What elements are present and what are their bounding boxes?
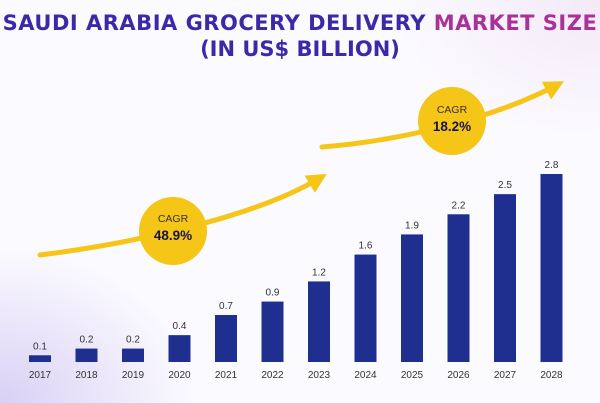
- value-label-2025: 1.9: [405, 220, 419, 231]
- value-label-2019: 0.2: [126, 335, 140, 346]
- chart-subtitle: (IN US$ BILLION): [200, 37, 400, 61]
- value-label-2017: 0.1: [33, 341, 47, 352]
- bar-2018: [75, 348, 98, 362]
- bar-2024: [354, 254, 377, 362]
- bar-2017: [29, 355, 51, 362]
- x-tick-2022: 2022: [261, 370, 284, 381]
- x-tick-2023: 2023: [308, 370, 331, 381]
- x-tick-2017: 2017: [29, 370, 52, 381]
- bar-2026: [447, 214, 470, 362]
- x-tick-2028: 2028: [540, 370, 563, 381]
- cagr-badge-1-value: 48.9%: [154, 228, 192, 243]
- x-tick-2018: 2018: [75, 370, 98, 381]
- value-label-2021: 0.7: [219, 301, 233, 312]
- bar-2019: [122, 348, 144, 362]
- bar-2025: [401, 234, 423, 362]
- value-label-2027: 2.5: [498, 180, 512, 191]
- bar-2023: [308, 281, 330, 362]
- cagr-badge-2: CAGR 18.2%: [418, 87, 486, 155]
- cagr-badge-1: CAGR 48.9%: [139, 197, 207, 265]
- value-label-2022: 0.9: [266, 288, 280, 299]
- x-tick-2025: 2025: [401, 370, 424, 381]
- x-tick-2027: 2027: [494, 370, 517, 381]
- cagr-badge-2-circle: [418, 87, 486, 155]
- x-tick-2020: 2020: [168, 370, 191, 381]
- chart-title-main: SAUDI ARABIA GROCERY DELIVERY: [2, 11, 434, 35]
- cagr-badge-1-label: CAGR: [158, 213, 189, 225]
- x-tick-2021: 2021: [215, 370, 238, 381]
- bar-2027: [494, 194, 516, 362]
- chart-title-accent: MARKET SIZE: [433, 11, 598, 35]
- bar-2028: [540, 174, 563, 362]
- cagr-badge-2-label: CAGR: [437, 104, 468, 116]
- value-label-2028: 2.8: [545, 160, 559, 171]
- value-label-2020: 0.4: [173, 321, 187, 332]
- value-labels-group: 0.1 0.2 0.2 0.4 0.7 0.9 1.2 1.6 1.9 2.2 2.5 2.8: [33, 160, 559, 352]
- bar-2021: [215, 315, 237, 362]
- x-tick-2024: 2024: [354, 370, 377, 381]
- value-label-2024: 1.6: [359, 241, 373, 252]
- cagr-badge-2-value: 18.2%: [433, 119, 471, 134]
- chart-title: SAUDI ARABIA GROCERY DELIVERY MARKET SIZ…: [0, 10, 600, 36]
- value-label-2018: 0.2: [80, 335, 94, 346]
- value-label-2023: 1.2: [312, 267, 326, 278]
- cagr-badge-1-circle: [139, 197, 207, 265]
- bar-2020: [168, 335, 191, 362]
- x-tick-2026: 2026: [447, 370, 470, 381]
- bar-2022: [261, 301, 284, 362]
- value-label-2026: 2.2: [452, 200, 466, 211]
- chart-title-block: SAUDI ARABIA GROCERY DELIVERY MARKET SIZ…: [0, 10, 600, 62]
- bars-group: [29, 174, 563, 362]
- x-tick-2019: 2019: [122, 370, 145, 381]
- x-tick-labels-group: 2017 2018 2019 2020 2021 2022 2023 2024 2025 2026…: [29, 370, 563, 381]
